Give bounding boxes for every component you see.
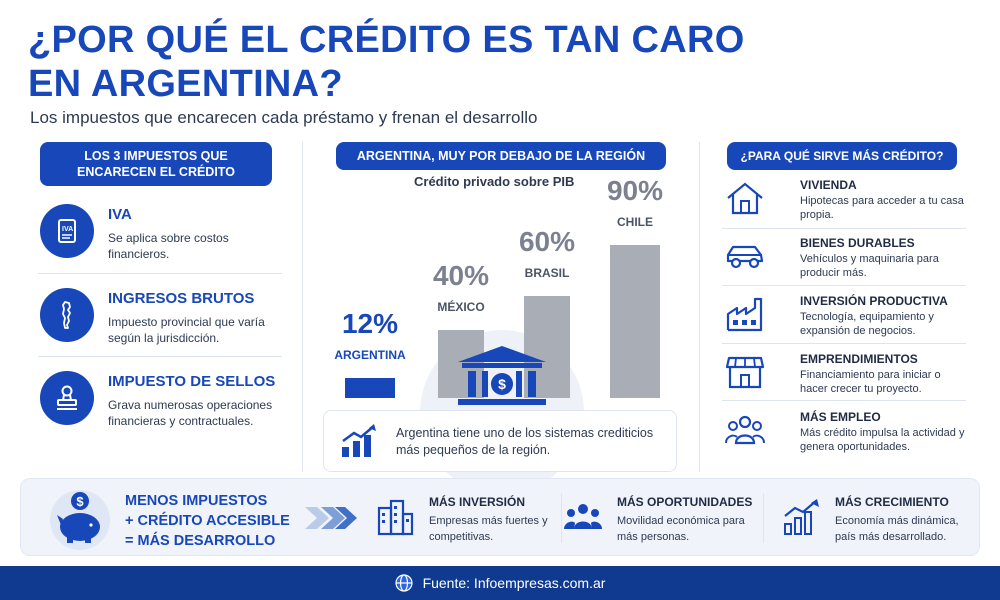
tax-item-iva: IVA IVA Se aplica sobre costos financier… [38, 200, 282, 270]
divider [763, 493, 764, 543]
divider [722, 228, 966, 229]
house-icon [722, 178, 768, 218]
tax-item-sellos: IMPUESTO DE SELLOS Grava numerosas opera… [38, 367, 282, 437]
tax-title: IVA [108, 206, 132, 223]
benefit-mas-oportunidades: MÁS OPORTUNIDADES Movilidad económica pa… [561, 493, 761, 545]
summary-line2: + CRÉDITO ACCESIBLE [125, 513, 290, 529]
footer-source: Fuente: Infoempresas.com.ar [422, 575, 606, 591]
divider [722, 285, 966, 286]
benefit-desc: Movilidad económica para más personas. [617, 515, 745, 543]
bank-icon: $ [458, 346, 546, 405]
growth-chart-icon [779, 497, 823, 537]
use-title: EMPRENDIMIENTOS [800, 352, 918, 366]
page-title-line2: EN ARGENTINA? [28, 63, 343, 105]
bar-value-mexico: 40% [432, 260, 490, 291]
benefit-mas-crecimiento: MÁS CRECIMIENTO Economía más dinámica, p… [779, 493, 975, 545]
use-item-inversion-productiva: INVERSIÓN PRODUCTIVA Tecnología, equipam… [722, 292, 968, 348]
bar-label-brasil: BRASIL [524, 266, 570, 280]
people-icon [722, 410, 768, 450]
use-title: INVERSIÓN PRODUCTIVA [800, 294, 948, 308]
summary-line1: MENOS IMPUESTOS [125, 493, 268, 509]
bar-chile [610, 245, 660, 398]
divider [722, 343, 966, 344]
group-icon [561, 497, 605, 537]
divider [722, 400, 966, 401]
use-item-vivienda: VIVIENDA Hipotecas para acceder a tu cas… [722, 176, 968, 232]
taxes-heading-line2: ENCARECEN EL CRÉDITO [77, 165, 235, 179]
summary-title: MENOS IMPUESTOS + CRÉDITO ACCESIBLE = MÁ… [125, 491, 305, 551]
bar-argentina [345, 378, 395, 398]
tax-desc: Impuesto provincial que varía según la j… [108, 315, 265, 345]
use-item-emprendimientos: EMPRENDIMIENTOS Financiamiento para inic… [722, 350, 968, 406]
bar-value-argentina: 12% [341, 308, 399, 339]
svg-text:IVA: IVA [62, 226, 73, 233]
use-title: VIVIENDA [800, 178, 857, 192]
footer: Fuente: Infoempresas.com.ar [0, 566, 1000, 600]
uses-heading: ¿PARA QUÉ SIRVE MÁS CRÉDITO? [727, 142, 957, 170]
globe-icon [394, 574, 413, 592]
region-note: Argentina tiene uno de los sistemas cred… [323, 410, 677, 472]
page-title: ¿POR QUÉ EL CRÉDITO ES TAN CARO EN ARGEN… [28, 18, 788, 106]
page-subtitle: Los impuestos que encarecen cada préstam… [30, 108, 538, 127]
region-heading: ARGENTINA, MUY POR DEBAJO DE LA REGIÓN [336, 142, 666, 170]
tax-item-ingresos-brutos: INGRESOS BRUTOS Impuesto provincial que … [38, 284, 282, 354]
use-desc: Hipotecas para acceder a tu casa propia. [800, 195, 964, 221]
use-desc: Financiamiento para iniciar o hacer crec… [800, 369, 941, 395]
svg-text:$: $ [498, 376, 506, 392]
page-title-line1: ¿POR QUÉ EL CRÉDITO ES TAN CARO [28, 19, 745, 61]
use-title: MÁS EMPLEO [800, 410, 881, 424]
use-item-mas-empleo: MÁS EMPLEO Más crédito impulsa la activi… [722, 408, 968, 464]
benefit-desc: Empresas más fuertes y competitivas. [429, 515, 548, 543]
benefit-title: MÁS OPORTUNIDADES [617, 495, 753, 509]
divider [38, 273, 282, 274]
car-icon [722, 236, 768, 276]
factory-icon [722, 294, 768, 334]
divider [561, 493, 562, 543]
region-note-text: Argentina tiene uno de los sistemas cred… [396, 426, 654, 457]
benefit-title: MÁS CRECIMIENTO [835, 495, 949, 509]
argentina-map-icon [40, 288, 94, 342]
use-title: BIENES DURABLES [800, 236, 915, 250]
buildings-icon [373, 497, 417, 537]
taxes-heading-line1: LOS 3 IMPUESTOS QUE [84, 149, 228, 163]
bar-value-brasil: 60% [518, 226, 576, 257]
benefit-desc: Economía más dinámica, país más desarrol… [835, 515, 959, 543]
piggy-bank-icon: $ [50, 490, 110, 550]
bar-label-chile: CHILE [617, 215, 653, 229]
svg-text:$: $ [76, 494, 84, 509]
bar-growth-icon [342, 424, 376, 457]
bar-label-argentina: ARGENTINA [334, 348, 406, 362]
column-divider-left [302, 142, 303, 472]
chevrons-right-icon [305, 507, 357, 529]
summary-line3: = MÁS DESARROLLO [125, 533, 276, 549]
taxes-heading: LOS 3 IMPUESTOS QUE ENCARECEN EL CRÉDITO [40, 142, 272, 186]
store-icon [722, 352, 768, 392]
bar-label-mexico: MÉXICO [437, 300, 485, 314]
benefit-title: MÁS INVERSIÓN [429, 495, 526, 509]
column-divider-right [699, 142, 700, 472]
benefit-mas-inversion: MÁS INVERSIÓN Empresas más fuertes y com… [373, 493, 553, 545]
use-desc: Más crédito impulsa la actividad y gener… [800, 427, 965, 453]
document-iva-icon: IVA [40, 204, 94, 258]
chart-title: Crédito privado sobre PIB [414, 174, 575, 189]
tax-title: IMPUESTO DE SELLOS [108, 373, 276, 390]
summary-panel: $ MENOS IMPUESTOS + CRÉDITO ACCESIBLE = … [20, 478, 980, 556]
use-item-bienes-durables: BIENES DURABLES Vehículos y maquinaria p… [722, 234, 968, 290]
divider [38, 356, 282, 357]
use-desc: Tecnología, equipamiento y expansión de … [800, 311, 934, 337]
tax-desc: Grava numerosas operaciones financieras … [108, 398, 273, 428]
use-desc: Vehículos y maquinaria para producir más… [800, 253, 939, 279]
stamp-icon [40, 371, 94, 425]
tax-title: INGRESOS BRUTOS [108, 290, 255, 307]
bar-value-chile: 90% [606, 175, 664, 206]
tax-desc: Se aplica sobre costos financieros. [108, 231, 229, 261]
